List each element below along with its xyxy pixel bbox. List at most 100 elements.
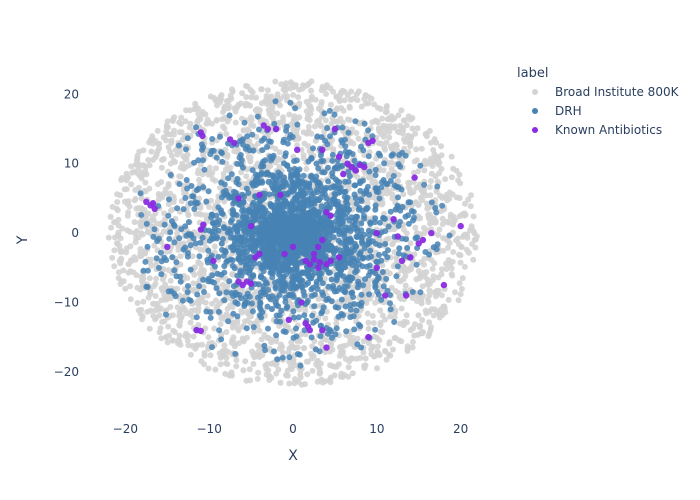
- data-point: [284, 233, 291, 240]
- data-point: [165, 201, 172, 208]
- data-point: [439, 266, 445, 273]
- data-point: [190, 280, 197, 287]
- series-drh: [137, 98, 453, 369]
- data-point: [330, 146, 337, 153]
- data-point: [218, 240, 225, 247]
- data-point: [469, 241, 476, 247]
- data-point: [222, 166, 229, 173]
- data-point: [321, 378, 328, 385]
- data-point: [470, 228, 477, 235]
- data-point: [318, 187, 325, 194]
- data-point: [261, 98, 268, 105]
- data-point: [467, 203, 474, 210]
- data-point: [428, 139, 434, 146]
- data-point: [426, 215, 433, 222]
- data-point: [283, 203, 290, 210]
- data-point: [169, 337, 176, 344]
- data-point: [255, 369, 262, 376]
- data-point: [395, 289, 402, 296]
- data-point: [305, 183, 312, 190]
- data-point: [312, 220, 319, 227]
- data-point: [278, 207, 285, 214]
- data-point: [287, 131, 294, 138]
- data-point: [379, 312, 386, 319]
- data-point: [272, 215, 279, 222]
- data-point: [262, 207, 269, 214]
- data-point: [349, 289, 356, 296]
- data-point: [343, 224, 350, 231]
- data-point: [439, 215, 446, 222]
- data-point: [200, 276, 207, 283]
- data-point: [127, 283, 134, 290]
- data-point: [177, 341, 184, 348]
- data-point: [403, 266, 410, 273]
- data-point: [117, 192, 124, 199]
- data-point: [200, 283, 207, 290]
- data-point: [155, 191, 162, 197]
- data-point: [390, 142, 397, 149]
- data-point: [201, 361, 208, 368]
- data-point: [167, 295, 174, 302]
- data-point: [462, 200, 468, 207]
- data-point: [400, 126, 407, 133]
- data-point: [358, 220, 365, 227]
- data-point: [281, 228, 288, 235]
- data-point: [457, 180, 464, 187]
- data-point: [184, 185, 191, 192]
- data-point: [117, 235, 124, 242]
- data-point: [364, 200, 371, 207]
- data-point: [419, 330, 426, 337]
- data-point: [246, 366, 253, 373]
- data-point: [304, 371, 311, 378]
- data-point: [187, 200, 194, 207]
- data-point: [242, 102, 249, 109]
- data-point: [295, 135, 302, 142]
- data-point: [256, 327, 263, 334]
- data-point: [375, 127, 382, 133]
- data-point: [260, 268, 267, 275]
- data-point: [156, 264, 162, 271]
- data-point: [334, 221, 341, 228]
- data-point: [261, 135, 268, 142]
- data-point: [196, 253, 203, 260]
- data-point: [399, 204, 406, 210]
- data-point: [240, 164, 246, 171]
- data-point: [294, 142, 301, 149]
- data-point: [340, 107, 347, 114]
- data-point: [261, 342, 268, 349]
- data-point: [249, 167, 256, 174]
- data-point: [414, 234, 421, 241]
- data-point: [386, 171, 393, 178]
- data-point: [233, 363, 240, 370]
- data-point: [199, 146, 205, 153]
- data-point: [246, 138, 253, 144]
- data-point: [259, 309, 266, 316]
- data-point: [345, 259, 352, 266]
- data-point: [355, 278, 362, 285]
- data-point: [470, 256, 477, 263]
- data-point: [383, 104, 390, 111]
- data-point: [413, 261, 420, 268]
- data-point: [403, 230, 410, 237]
- data-point: [427, 327, 434, 334]
- data-point: [309, 367, 316, 374]
- data-point: [195, 185, 202, 192]
- data-point: [195, 167, 202, 174]
- data-point: [431, 151, 438, 158]
- data-point: [335, 237, 342, 244]
- data-point: [130, 269, 137, 276]
- data-point: [144, 243, 151, 250]
- data-point: [272, 159, 279, 166]
- data-point: [305, 271, 312, 278]
- data-point: [265, 178, 272, 185]
- data-point: [250, 229, 256, 236]
- data-point: [416, 324, 423, 331]
- data-point: [438, 292, 445, 299]
- data-point: [441, 305, 448, 312]
- data-point: [384, 181, 391, 188]
- data-point: [212, 263, 218, 270]
- data-point: [376, 195, 383, 202]
- data-point: [377, 152, 384, 159]
- data-point: [309, 238, 316, 244]
- data-point: [207, 151, 214, 158]
